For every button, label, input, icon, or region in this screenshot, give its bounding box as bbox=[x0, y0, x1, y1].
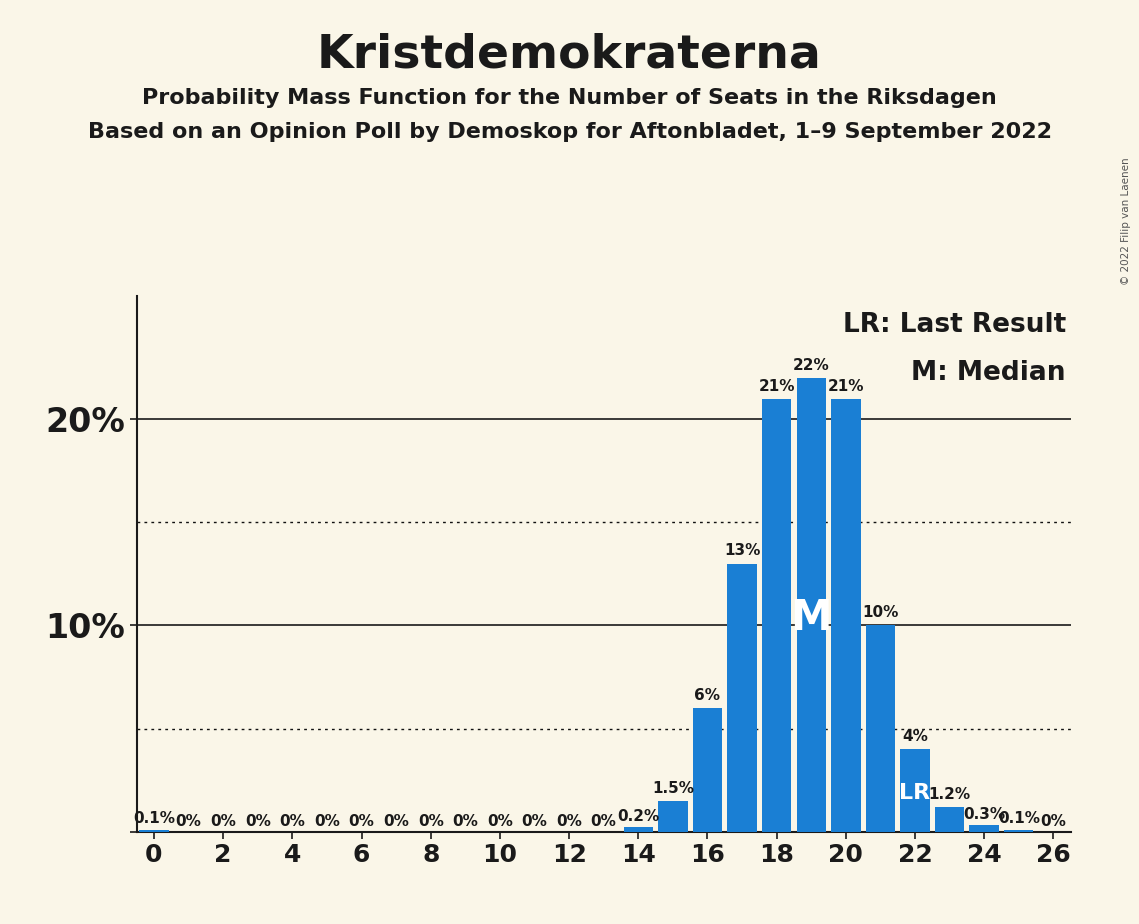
Text: 0%: 0% bbox=[522, 813, 548, 829]
Text: 13%: 13% bbox=[724, 543, 760, 558]
Bar bbox=[866, 626, 895, 832]
Text: 0.1%: 0.1% bbox=[133, 811, 175, 826]
Text: 0%: 0% bbox=[591, 813, 616, 829]
Text: 21%: 21% bbox=[828, 379, 865, 394]
Bar bbox=[728, 564, 756, 832]
Text: LR: Last Result: LR: Last Result bbox=[843, 311, 1066, 338]
Text: 4%: 4% bbox=[902, 729, 928, 744]
Bar bbox=[623, 828, 653, 832]
Text: © 2022 Filip van Laenen: © 2022 Filip van Laenen bbox=[1121, 157, 1131, 285]
Bar bbox=[900, 749, 929, 832]
Text: 21%: 21% bbox=[759, 379, 795, 394]
Bar bbox=[139, 830, 169, 832]
Bar bbox=[969, 825, 999, 832]
Bar bbox=[831, 399, 860, 832]
Text: 0%: 0% bbox=[487, 813, 513, 829]
Text: 0%: 0% bbox=[452, 813, 478, 829]
Text: 1.5%: 1.5% bbox=[652, 781, 694, 796]
Text: 0%: 0% bbox=[556, 813, 582, 829]
Text: 0%: 0% bbox=[418, 813, 444, 829]
Text: Probability Mass Function for the Number of Seats in the Riksdagen: Probability Mass Function for the Number… bbox=[142, 88, 997, 108]
Bar bbox=[796, 378, 826, 832]
Text: 22%: 22% bbox=[793, 358, 829, 373]
Text: 1.2%: 1.2% bbox=[928, 786, 970, 802]
Text: 0%: 0% bbox=[279, 813, 305, 829]
Text: 0.3%: 0.3% bbox=[964, 808, 1006, 822]
Bar bbox=[1005, 830, 1033, 832]
Bar bbox=[693, 708, 722, 832]
Text: M: M bbox=[790, 598, 831, 639]
Text: 0%: 0% bbox=[175, 813, 202, 829]
Bar bbox=[762, 399, 792, 832]
Text: 0%: 0% bbox=[245, 813, 271, 829]
Text: 0%: 0% bbox=[211, 813, 236, 829]
Text: 6%: 6% bbox=[695, 687, 721, 703]
Text: 0%: 0% bbox=[349, 813, 375, 829]
Text: M: Median: M: Median bbox=[911, 360, 1066, 386]
Text: Kristdemokraterna: Kristdemokraterna bbox=[317, 32, 822, 78]
Text: 0%: 0% bbox=[314, 813, 339, 829]
Text: Based on an Opinion Poll by Demoskop for Aftonbladet, 1–9 September 2022: Based on an Opinion Poll by Demoskop for… bbox=[88, 122, 1051, 142]
Text: 0%: 0% bbox=[1040, 813, 1066, 829]
Text: LR: LR bbox=[900, 783, 931, 803]
Text: 0%: 0% bbox=[383, 813, 409, 829]
Bar bbox=[658, 801, 688, 832]
Bar bbox=[935, 807, 965, 832]
Text: 0.1%: 0.1% bbox=[998, 811, 1040, 826]
Text: 10%: 10% bbox=[862, 605, 899, 620]
Text: 0.2%: 0.2% bbox=[617, 809, 659, 824]
